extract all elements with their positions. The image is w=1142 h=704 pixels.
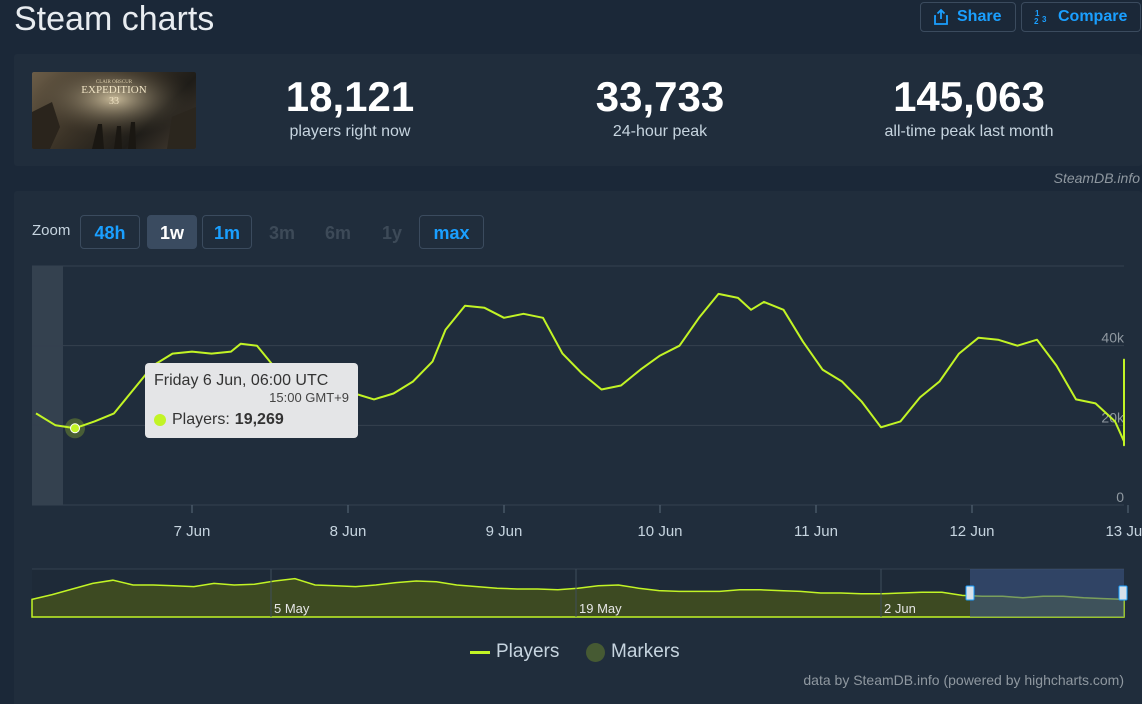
page-title: Steam charts <box>14 0 215 38</box>
thumb-title-text: EXPEDITION <box>81 84 146 96</box>
hover-band <box>32 266 63 505</box>
svg-text:1: 1 <box>1035 9 1040 18</box>
y-tick-label: 0 <box>1116 489 1124 505</box>
navigator-tick-label: 19 May <box>579 601 622 616</box>
legend-line-swatch <box>470 650 490 654</box>
x-tick-label: 9 Jun <box>486 523 523 540</box>
tooltip-date: Friday 6 Jun, 06:00 UTC <box>154 372 329 389</box>
zoom-button-1m[interactable]: 1m <box>202 215 252 249</box>
zoom-label: Zoom <box>32 222 71 239</box>
navigator-handle-left[interactable] <box>965 585 975 601</box>
x-tick-label: 12 Jun <box>949 523 994 540</box>
svg-text:3: 3 <box>1042 15 1047 24</box>
zoom-button-max[interactable]: max <box>419 215 484 249</box>
zoom-button-1y: 1y <box>381 223 403 243</box>
stat-value: 145,063 <box>893 73 1045 120</box>
share-label: Share <box>957 8 1002 25</box>
stat-players-now: 18,121 players right now <box>250 74 450 142</box>
legend-markers[interactable]: Markers <box>586 641 680 663</box>
chart-credits[interactable]: data by SteamDB.info (powered by highcha… <box>803 672 1124 688</box>
stats-panel: CLAIR OBSCUR EXPEDITION 33 18,121 player… <box>14 54 1142 166</box>
tooltip-series-name: Players: <box>172 411 230 428</box>
stat-value: 33,733 <box>595 73 725 120</box>
zoom-button-6m: 6m <box>324 223 351 243</box>
tooltip-value: 19,269 <box>234 411 284 428</box>
navigator-handle-right[interactable] <box>1118 585 1128 601</box>
legend-markers-label: Markers <box>611 641 680 662</box>
legend-dot-swatch <box>586 642 605 662</box>
zoom-button-3m: 3m <box>268 223 295 243</box>
navigator-tick-label: 5 May <box>274 601 310 616</box>
stat-value: 18,121 <box>285 73 415 120</box>
chart-panel <box>14 191 1142 704</box>
legend-players-label: Players <box>496 641 560 662</box>
stat-label: 24-hour peak <box>612 123 708 140</box>
thumb-number-text: 33 <box>109 96 119 107</box>
stat-label: all-time peak last month <box>884 123 1054 140</box>
compare-label: Compare <box>1058 8 1128 25</box>
x-tick-label: 11 Jun <box>794 523 838 540</box>
chart-tooltip: Friday 6 Jun, 06:00 UTC 15:00 GMT+9 Play… <box>145 363 358 438</box>
y-tick-label: 40k <box>1101 330 1125 346</box>
x-tick-label: 7 Jun <box>174 523 211 540</box>
zoom-button-1w[interactable]: 1w <box>147 215 197 249</box>
tooltip-series-dot <box>154 414 166 426</box>
legend-players[interactable]: Players <box>470 641 559 663</box>
steamdb-watermark[interactable]: SteamDB.info <box>1053 170 1140 186</box>
stat-24h-peak: 33,733 24-hour peak <box>560 74 760 142</box>
share-icon <box>934 9 948 25</box>
compare-icon: 1 2 3 <box>1034 9 1047 26</box>
stat-label: players right now <box>289 123 411 140</box>
compare-button[interactable]: 1 2 3 Compare <box>1021 2 1141 32</box>
x-tick-label: 10 Jun <box>637 523 682 540</box>
svg-text:2: 2 <box>1034 17 1039 26</box>
zoom-button-48h[interactable]: 48h <box>80 215 140 249</box>
game-art: CLAIR OBSCUR EXPEDITION 33 <box>32 72 196 149</box>
x-tick-label: 13 Jun <box>1105 523 1142 540</box>
hover-point <box>70 423 80 434</box>
stat-alltime-peak: 145,063 all-time peak last month <box>844 74 1094 142</box>
navigator-selection <box>970 569 1124 617</box>
game-thumbnail[interactable]: CLAIR OBSCUR EXPEDITION 33 <box>32 72 196 149</box>
navigator-tick-label: 2 Jun <box>884 601 916 616</box>
tooltip-local-time: 15:00 GMT+9 <box>269 390 349 405</box>
x-tick-label: 8 Jun <box>330 523 367 540</box>
share-button[interactable]: Share <box>920 2 1016 32</box>
thumb-small-text: CLAIR OBSCUR <box>96 80 133 85</box>
